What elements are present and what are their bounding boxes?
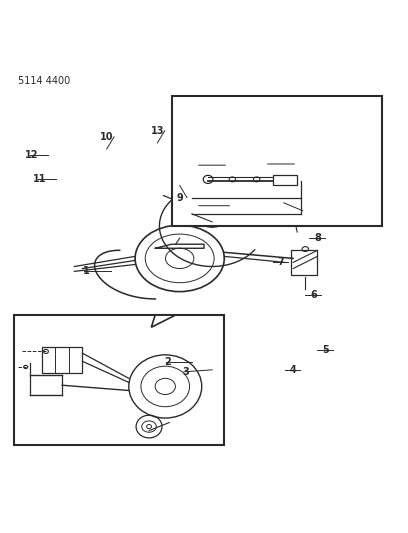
Bar bbox=[42, 347, 82, 374]
Bar bbox=[273, 175, 297, 185]
Text: 1: 1 bbox=[83, 265, 90, 276]
Bar bbox=[291, 251, 317, 274]
Bar bbox=[172, 96, 382, 226]
Text: 7: 7 bbox=[277, 257, 284, 268]
Text: 12: 12 bbox=[25, 150, 38, 160]
Text: 10: 10 bbox=[100, 132, 113, 142]
Text: 4: 4 bbox=[290, 365, 297, 375]
Text: 13: 13 bbox=[151, 126, 164, 136]
Text: 5114 4400: 5114 4400 bbox=[18, 76, 70, 86]
Text: 5: 5 bbox=[322, 344, 329, 354]
Text: 2: 2 bbox=[164, 357, 171, 367]
Polygon shape bbox=[151, 315, 175, 327]
Text: 8: 8 bbox=[314, 233, 321, 243]
Text: 3: 3 bbox=[182, 367, 189, 377]
Text: 9: 9 bbox=[176, 192, 183, 203]
Text: 11: 11 bbox=[33, 174, 47, 184]
Text: 6: 6 bbox=[310, 290, 317, 300]
Bar bbox=[13, 315, 224, 445]
